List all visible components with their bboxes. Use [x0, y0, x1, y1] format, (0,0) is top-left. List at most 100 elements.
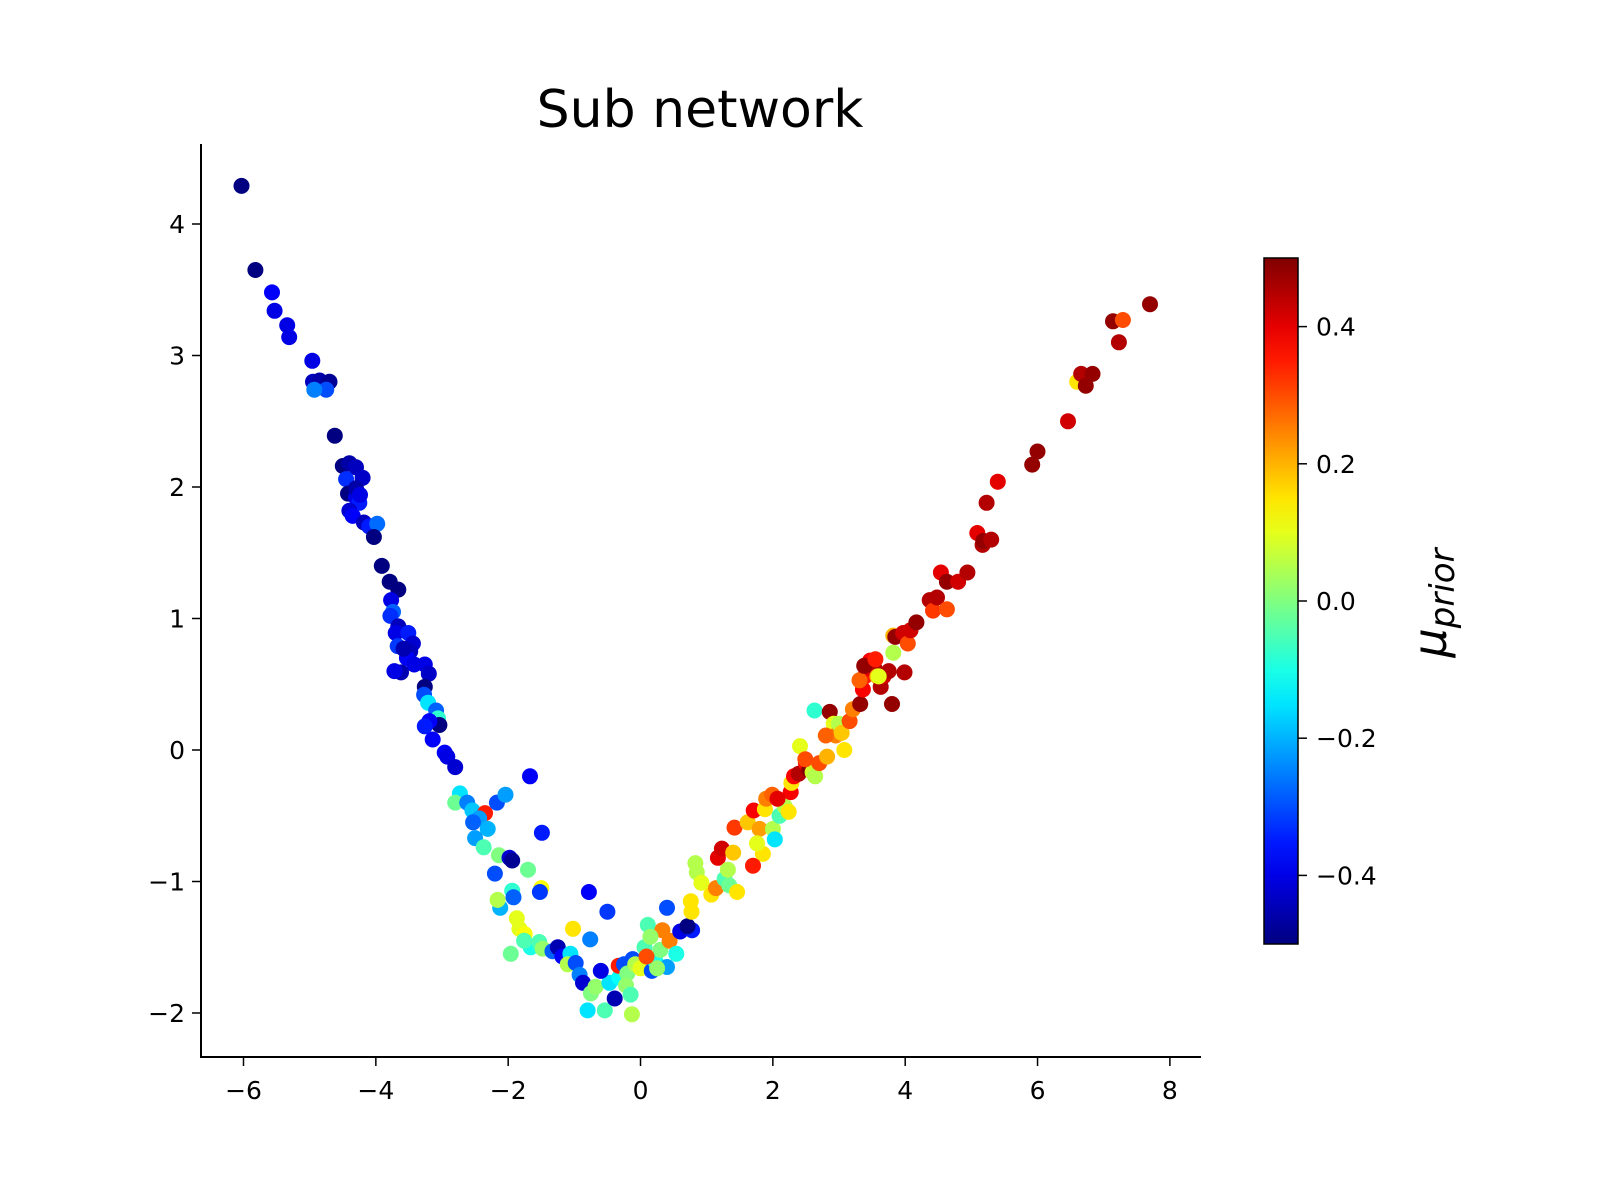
scatter-point — [582, 931, 599, 948]
scatter-point — [264, 284, 280, 301]
colorbar-tick-label: 0.2 — [1316, 450, 1356, 479]
scatter-point — [1084, 365, 1101, 382]
x-tick-label: 8 — [1162, 1076, 1178, 1105]
x-ticks: −6 −4 −2 0 2 4 6 8 — [225, 1057, 1178, 1105]
scatter-point — [693, 874, 710, 891]
scatter-point — [369, 515, 386, 532]
y-ticks: −2 −1 0 1 2 3 4 — [148, 210, 201, 1028]
x-tick-label: 2 — [765, 1076, 781, 1105]
scatter-point — [247, 262, 264, 278]
scatter-point — [959, 564, 976, 581]
x-tick-label: −4 — [357, 1076, 394, 1105]
scatter-point — [306, 381, 323, 398]
scatter-point — [851, 672, 868, 689]
scatter-point — [719, 861, 736, 878]
scatter-point — [1142, 296, 1158, 313]
scatter-point — [739, 814, 756, 831]
scatter-point — [596, 1002, 613, 1019]
scatter-point — [817, 727, 834, 744]
scatter-point — [938, 601, 955, 618]
scatter-point — [318, 381, 335, 398]
scatter-point — [416, 718, 433, 735]
scatter-point — [489, 891, 506, 908]
scatter-point — [504, 852, 521, 869]
scatter-point — [1060, 413, 1076, 430]
scatter-point — [623, 1006, 640, 1023]
scatter-point — [668, 945, 685, 962]
scatter-point — [266, 302, 283, 319]
y-tick-label: 0 — [169, 736, 185, 765]
axes — [200, 144, 1201, 1058]
scatter-point — [925, 602, 941, 619]
scatter-point — [769, 790, 786, 807]
scatter-point — [751, 820, 768, 837]
scatter-point — [797, 751, 814, 768]
scatter-point — [592, 962, 609, 979]
x-tick-label: −6 — [225, 1076, 262, 1105]
scatter-point — [642, 928, 659, 945]
colorbar-label: μprior — [1403, 546, 1463, 658]
scatter-point — [420, 665, 437, 682]
scatter-point — [806, 702, 823, 719]
scatter-point — [395, 640, 412, 657]
scatter-point — [352, 486, 368, 503]
scatter-point — [497, 786, 514, 803]
scatter-point — [587, 978, 604, 995]
x-tick-label: −2 — [490, 1076, 527, 1105]
scatter-point — [899, 635, 916, 652]
scatter-point — [447, 794, 464, 811]
scatter-point — [682, 893, 699, 910]
scatter-point — [505, 889, 522, 906]
scatter-point — [729, 884, 746, 900]
scatter-point — [281, 329, 298, 346]
scatter-point — [475, 839, 492, 856]
scatter-point — [606, 990, 623, 1007]
colorbar-tick-label: 0.0 — [1316, 587, 1356, 616]
y-tick-label: 1 — [169, 605, 185, 634]
scatter-point — [233, 177, 250, 194]
scatter-point — [1110, 334, 1127, 351]
scatter-point — [1077, 377, 1094, 394]
scatter-point — [884, 696, 900, 712]
scatter-point — [661, 932, 678, 949]
scatter-point — [502, 945, 519, 962]
scatter-point — [938, 573, 955, 590]
scatter-point — [638, 948, 655, 965]
colorbar-gradient — [1263, 257, 1299, 945]
y-tick-label: −2 — [148, 999, 185, 1028]
scatter-point — [522, 768, 538, 785]
scatter-point — [579, 1002, 596, 1019]
scatter-point — [978, 494, 995, 511]
scatter-point — [424, 731, 441, 748]
scatter-point — [1029, 443, 1046, 460]
colorbar-tick-label: 0.4 — [1316, 313, 1356, 342]
scatter-point — [867, 651, 884, 668]
y-tick-label: 2 — [169, 473, 185, 502]
colorbar-tick-label: −0.2 — [1316, 724, 1377, 753]
scatter-point — [279, 317, 296, 334]
x-tick-label: 0 — [633, 1076, 649, 1105]
scatter-point — [516, 932, 533, 949]
scatter-point — [908, 614, 925, 631]
scatter-point — [929, 589, 945, 606]
scatter-point — [622, 986, 639, 1003]
scatter-point — [885, 644, 902, 661]
scatter-point — [649, 960, 666, 977]
scatter-point — [749, 835, 765, 852]
scatter-point — [565, 920, 581, 937]
scatter-point — [745, 857, 761, 874]
scatter-point — [533, 824, 550, 841]
colorbar: −0.4 −0.2 0.0 0.2 0.4 μprior — [1263, 257, 1463, 945]
scatter-point — [725, 844, 742, 861]
scatter-point — [304, 352, 321, 369]
scatter-point — [1114, 312, 1131, 328]
scatter-points — [233, 177, 1158, 1023]
scatter-point — [852, 696, 869, 712]
scatter-point — [983, 531, 1000, 548]
scatter-point — [819, 748, 836, 765]
scatter-point — [580, 884, 597, 900]
scatter-point — [792, 738, 808, 755]
y-tick-label: 3 — [169, 342, 185, 371]
scatter-point — [989, 473, 1006, 490]
